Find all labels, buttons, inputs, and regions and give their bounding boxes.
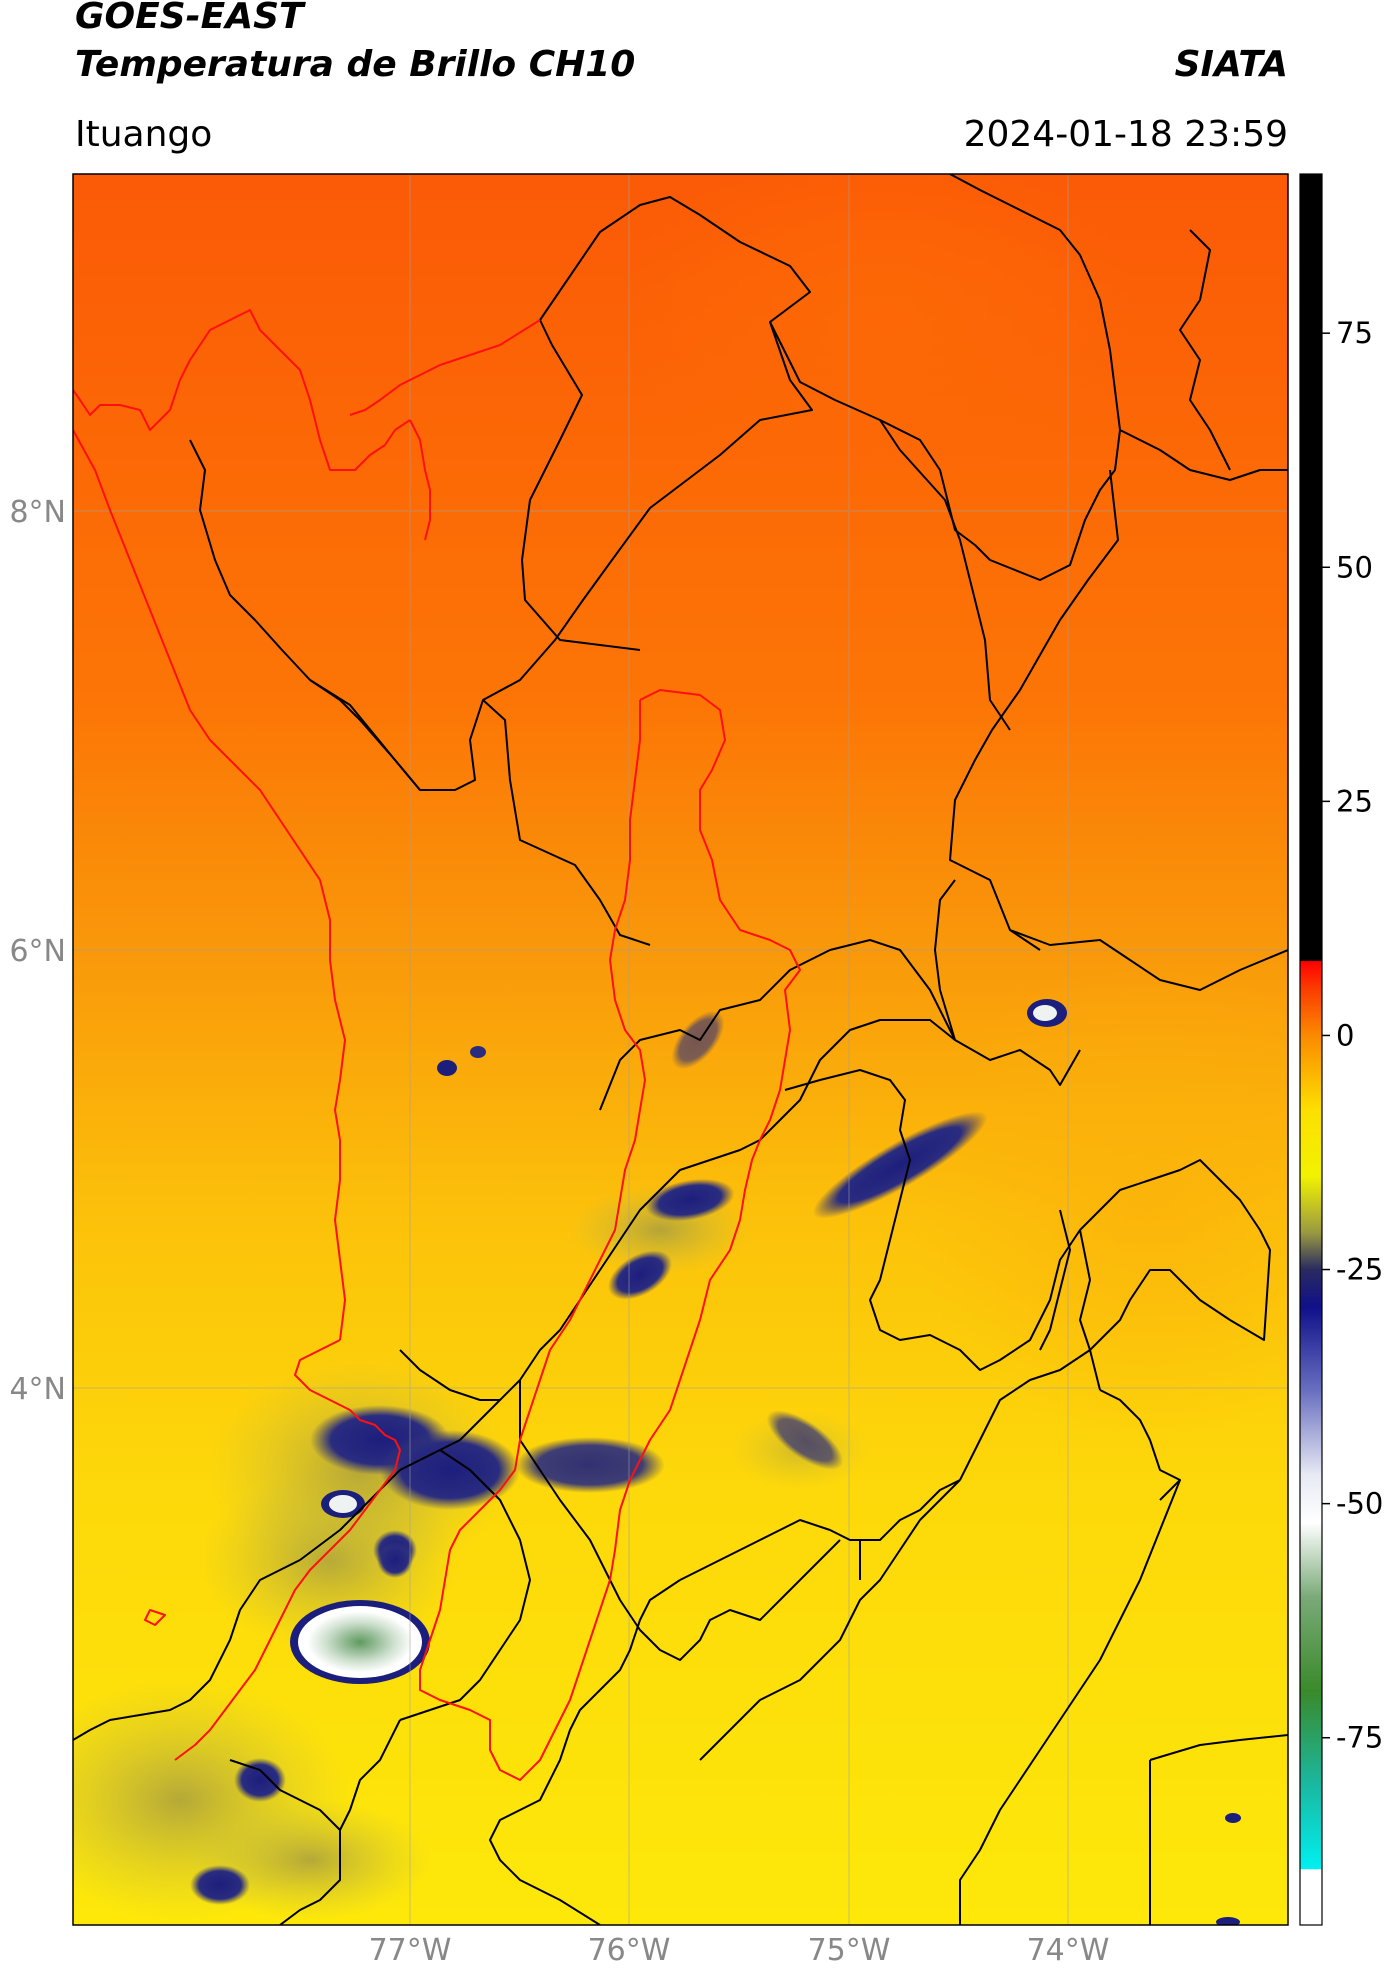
colorbar-ticks: 75 50 25 0 -25 -50 -75 xyxy=(1322,316,1383,1755)
basin-outline xyxy=(73,309,801,1781)
lon-tick-label: 75°W xyxy=(808,1933,891,1968)
colorbar-tick-label: -50 xyxy=(1336,1487,1383,1521)
lon-tick-label: 77°W xyxy=(369,1933,452,1968)
map-frame xyxy=(72,173,1289,1926)
graticule xyxy=(73,174,1288,1925)
colorbar-frame xyxy=(1299,173,1323,1926)
lon-tick-label: 74°W xyxy=(1027,1933,1110,1968)
institution-label: SIATA xyxy=(1174,44,1288,85)
lat-tick-label: 4°N xyxy=(9,1372,66,1407)
lon-axis: 77°W 76°W 75°W 74°W xyxy=(369,1933,1110,1968)
product-title: Temperatura de Brillo CH10 xyxy=(75,44,636,85)
colorbar-tick-label: 50 xyxy=(1336,550,1373,584)
datetime-label: 2024-01-18 23:59 xyxy=(963,114,1288,155)
satellite-title: GOES-EAST xyxy=(75,0,304,37)
colorbar-tick-label: -75 xyxy=(1336,1721,1383,1755)
colorbar-tick-label: 75 xyxy=(1336,316,1373,350)
lat-tick-label: 6°N xyxy=(9,934,66,969)
region-label: Ituango xyxy=(75,114,213,155)
colorbar-tick-label: -25 xyxy=(1336,1253,1383,1287)
lat-axis: 8°N 6°N 4°N xyxy=(9,495,66,1407)
colorbar-scale xyxy=(1300,174,1322,1925)
lat-tick-label: 8°N xyxy=(9,495,66,530)
lon-tick-label: 76°W xyxy=(588,1933,671,1968)
brightness-temperature-field xyxy=(73,174,1288,1925)
colorbar-tick-label: 25 xyxy=(1336,784,1373,818)
colorbar-tick-label: 0 xyxy=(1336,1018,1354,1052)
department-borders xyxy=(73,174,1288,1925)
colorbar: 75 50 25 0 -25 -50 -75 xyxy=(1299,173,1383,1926)
